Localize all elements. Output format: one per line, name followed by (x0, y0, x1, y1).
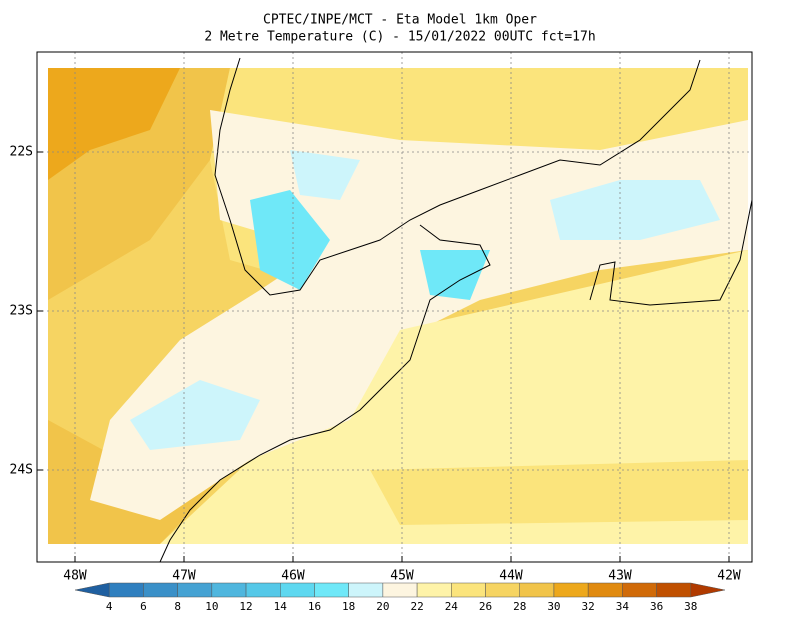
colorbar-label: 34 (616, 600, 630, 613)
colorbar-segment (245, 582, 281, 598)
colorbar-segment (382, 582, 418, 598)
lon-label: 47W (172, 569, 196, 584)
lon-label: 46W (281, 569, 305, 584)
colorbar-segment (587, 582, 623, 598)
colorbar-segment (348, 582, 384, 598)
colorbar-label: 14 (274, 600, 288, 613)
colorbar-label: 26 (479, 600, 492, 613)
colorbar-label: 22 (410, 600, 423, 613)
title-line: CPTEC/INPE/MCT - Eta Model 1km Oper (263, 13, 537, 28)
colorbar-segment (656, 582, 692, 598)
lon-label: 42W (717, 569, 741, 584)
colorbar-label: 18 (342, 600, 355, 613)
map-grid (37, 52, 752, 562)
colorbar-label: 32 (582, 600, 595, 613)
colorbar-segment (314, 582, 349, 598)
colorbar-segment (143, 582, 178, 598)
colorbar-segment (690, 582, 726, 598)
lat-label: 22S (10, 145, 33, 160)
colorbar-segment (622, 582, 657, 598)
map-frame (36, 51, 753, 563)
colorbar-segment (485, 582, 520, 598)
colorbar-label: 36 (650, 600, 663, 613)
colorbar-segment (211, 582, 247, 598)
colorbar-label: 4 (106, 600, 113, 613)
colorbar-segment (519, 582, 555, 598)
colorbar-segment (416, 582, 452, 598)
colorbar-segment (108, 582, 144, 598)
colorbar-label: 16 (308, 600, 321, 613)
colorbar-segment (177, 582, 213, 598)
colorbar-label: 8 (174, 600, 181, 613)
title-line: 2 Metre Temperature (C) - 15/01/2022 00U… (204, 30, 595, 45)
colorbar-label: 6 (140, 600, 147, 613)
lon-label: 45W (390, 569, 414, 584)
colorbar-segment (280, 582, 315, 598)
lat-label: 23S (10, 304, 33, 319)
colorbar-label: 12 (239, 600, 252, 613)
colorbar-label: 38 (684, 600, 697, 613)
colorbar-label: 20 (376, 600, 389, 613)
colorbar-label: 24 (445, 600, 459, 613)
lon-label: 43W (608, 569, 632, 584)
colorbar-segment (451, 582, 486, 598)
lon-label: 44W (499, 569, 523, 584)
colorbar-label: 28 (513, 600, 526, 613)
lon-label: 48W (63, 569, 87, 584)
lat-label: 24S (10, 463, 33, 478)
temperature-field (37, 52, 752, 562)
colorbar-label: 10 (205, 600, 218, 613)
colorbar-segment (74, 582, 110, 598)
colorbar-segment (553, 582, 589, 598)
colorbar-label: 30 (547, 600, 560, 613)
coastline (159, 57, 753, 563)
